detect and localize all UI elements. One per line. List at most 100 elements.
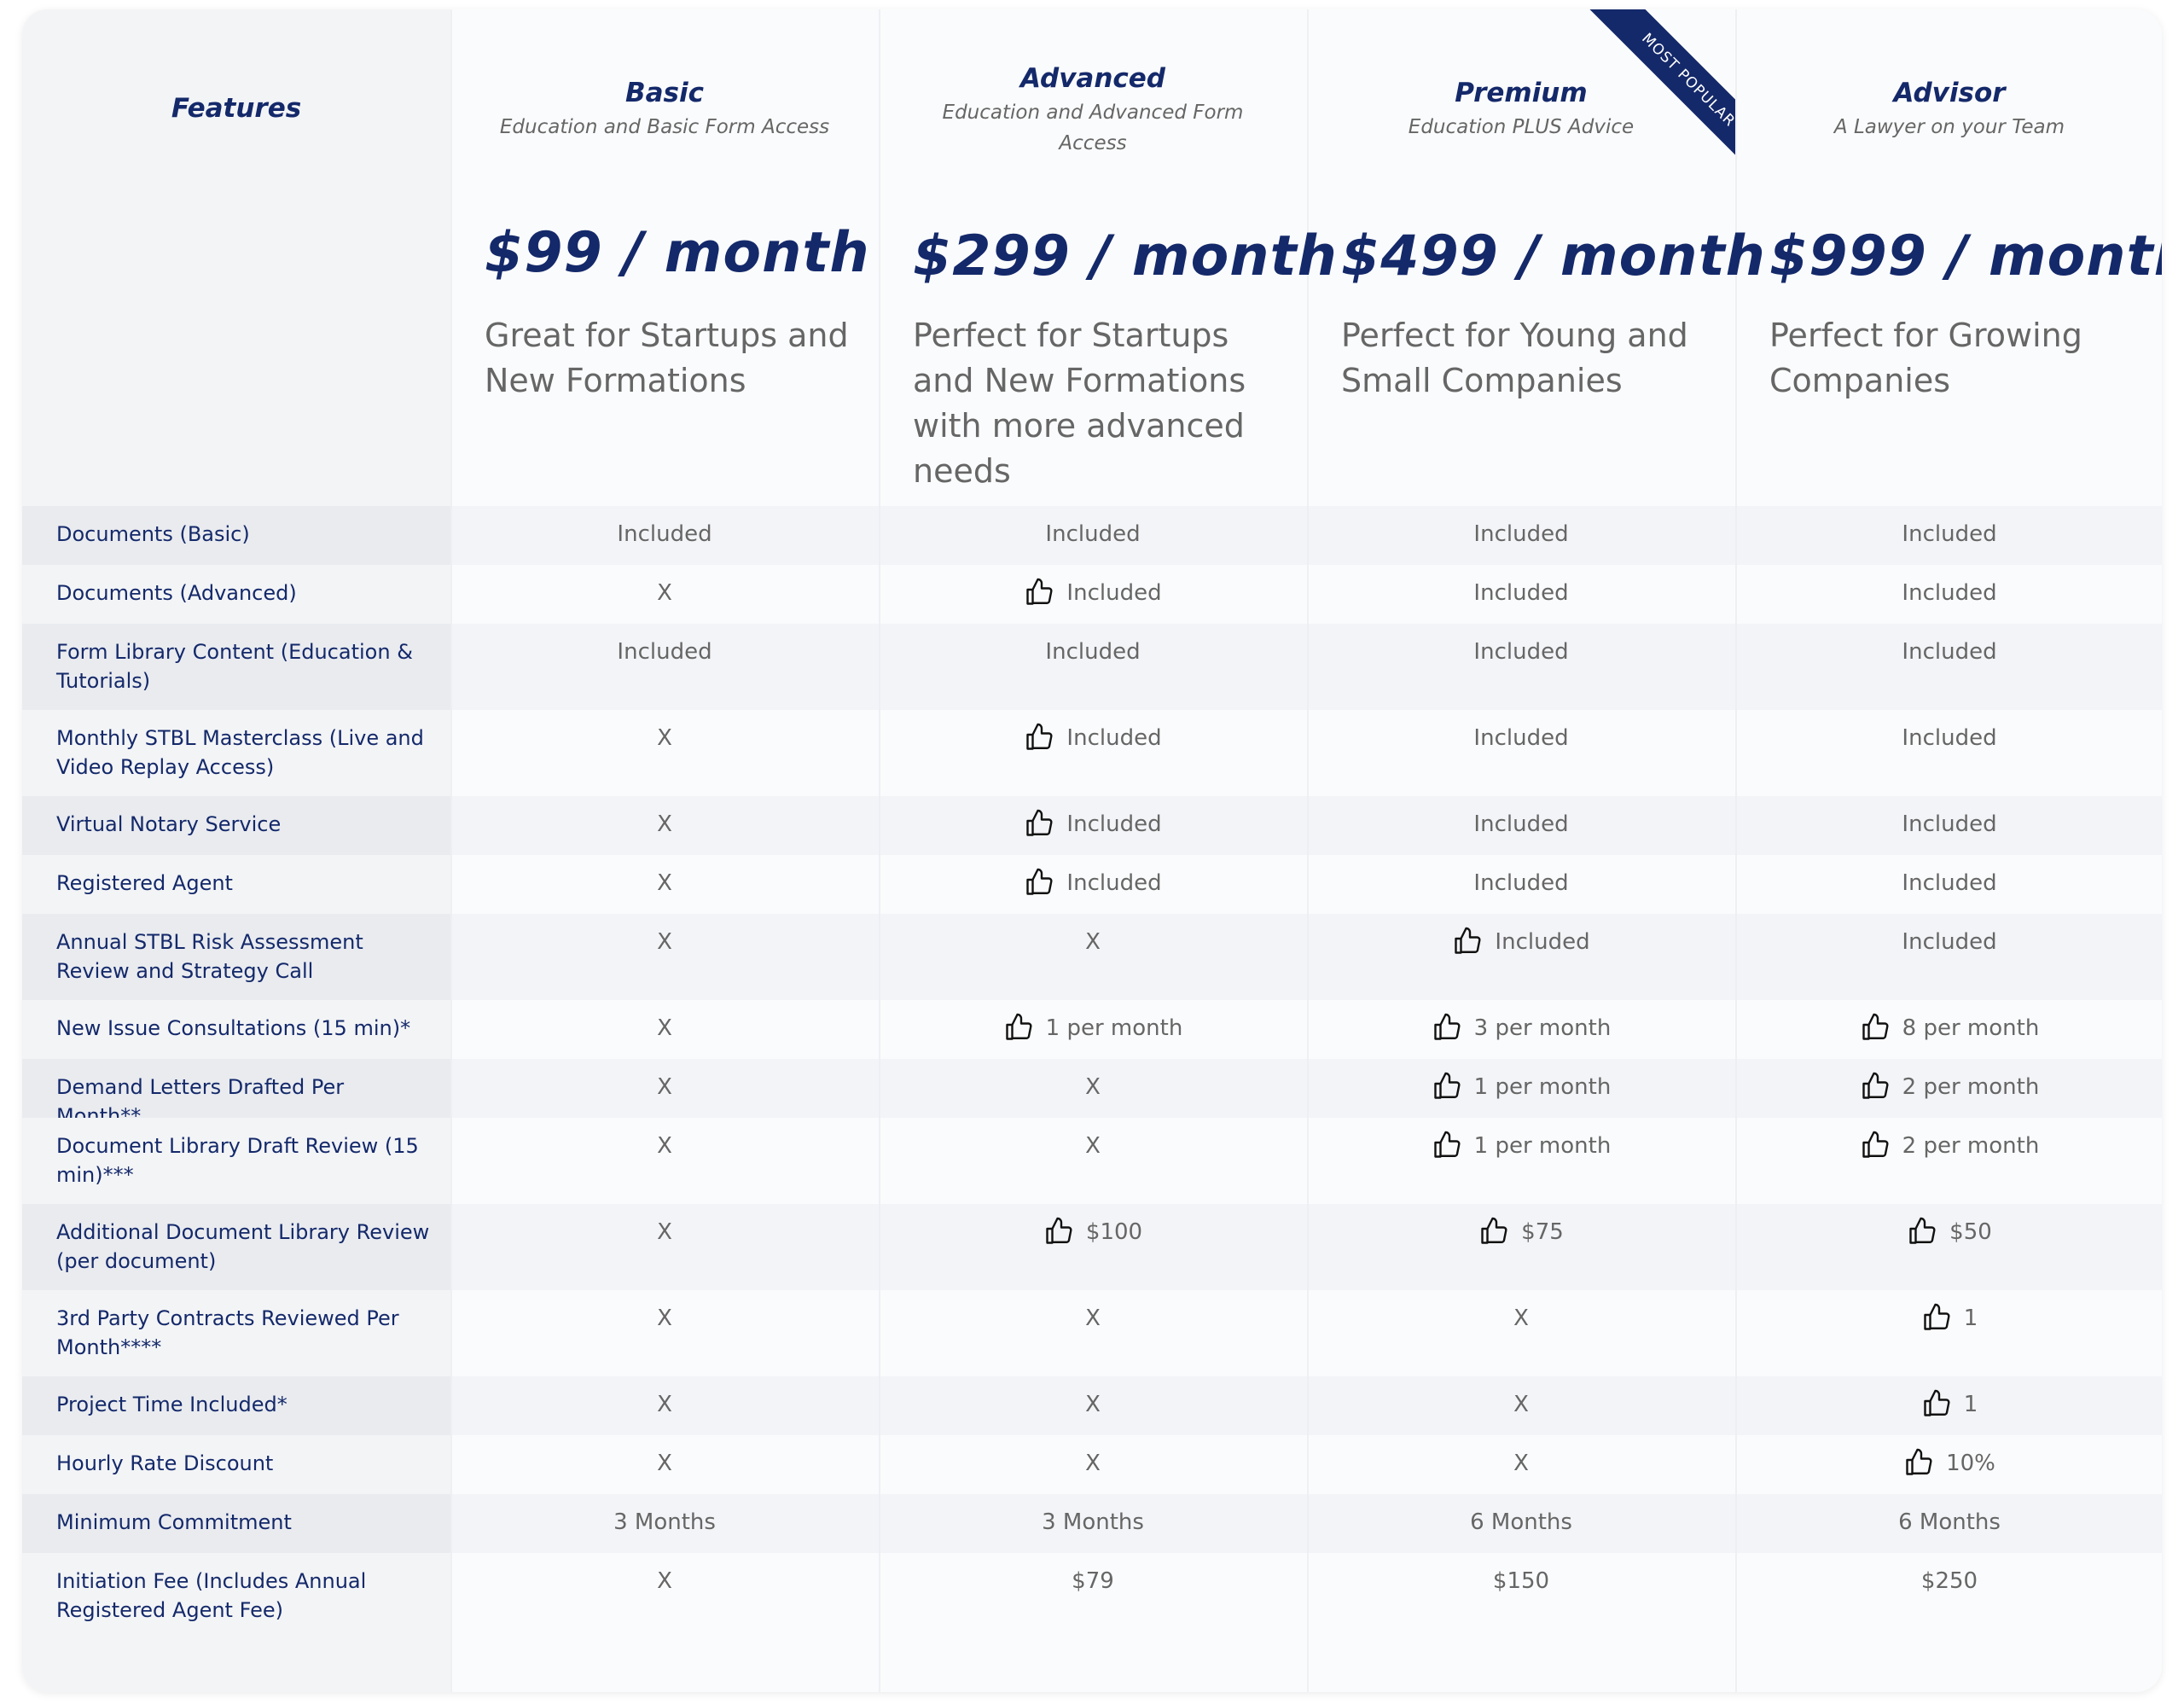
- table-cell: X: [879, 1290, 1307, 1331]
- table-cell: Included: [1307, 796, 1735, 837]
- feature-label: Project Time Included*: [22, 1376, 450, 1435]
- table-cell: 3 Months: [450, 1494, 879, 1535]
- cell-value: X: [657, 1568, 672, 1594]
- cell-value: Included: [1045, 521, 1141, 547]
- thumbs-up-icon: [1921, 1302, 1952, 1333]
- table-cell: Included: [1307, 565, 1735, 606]
- table-cell: Included: [879, 710, 1307, 753]
- cell-value: 3 Months: [1042, 1509, 1144, 1535]
- thumbs-up-icon: [1024, 577, 1054, 608]
- table-row: Virtual Notary Service X Included Included I…: [22, 796, 2162, 855]
- cell-value: X: [657, 1451, 672, 1476]
- cell-value: 1 per month: [1473, 1074, 1612, 1100]
- table-cell: X: [1307, 1376, 1735, 1417]
- cell-value: X: [1513, 1451, 1529, 1476]
- feature-label: Document Library Draft Review (15 min)**…: [22, 1118, 450, 1204]
- table-cell: X: [879, 1118, 1307, 1159]
- cell-value: X: [1085, 1133, 1101, 1159]
- table-row: Documents (Advanced) X Included Included Inc…: [22, 565, 2162, 624]
- table-cell: X: [450, 855, 879, 896]
- table-cell: X: [450, 1204, 879, 1245]
- table-cell: X: [450, 1059, 879, 1100]
- cell-value: Included: [617, 521, 712, 547]
- table-cell: X: [1307, 1290, 1735, 1331]
- feature-label: Form Library Content (Education & Tutori…: [22, 624, 450, 710]
- features-header: Features: [171, 93, 302, 124]
- table-cell: Included: [879, 565, 1307, 608]
- cell-value: $250: [1920, 1568, 1978, 1594]
- table-row: New Issue Consultations (15 min)* X 1 per …: [22, 1000, 2162, 1059]
- cell-value: 1 per month: [1473, 1133, 1612, 1159]
- plan-name: Advisor: [1893, 78, 2006, 108]
- table-cell: $250: [1735, 1553, 2162, 1594]
- thumbs-up-icon: [1432, 1130, 1462, 1160]
- table-cell: X: [450, 710, 879, 751]
- cell-value: X: [1085, 1074, 1101, 1100]
- plan-price: $499 / month: [1341, 224, 1766, 288]
- table-cell: Included: [1735, 624, 2162, 665]
- thumbs-up-icon: [1452, 926, 1483, 957]
- cell-value: X: [657, 870, 672, 896]
- cell-value: Included: [1902, 639, 1997, 665]
- table-cell: Included: [1735, 710, 2162, 751]
- feature-label: Hourly Rate Discount: [22, 1435, 450, 1494]
- table-cell: X: [450, 1000, 879, 1041]
- cell-value: Included: [1902, 870, 1997, 896]
- feature-label: New Issue Consultations (15 min)*: [22, 1000, 450, 1059]
- cell-value: 3 per month: [1473, 1015, 1612, 1041]
- table-cell: 2 per month: [1735, 1118, 2162, 1160]
- cell-value: Included: [1066, 580, 1162, 606]
- feature-label: Additional Document Library Review (per …: [22, 1204, 450, 1290]
- cell-value: $100: [1085, 1219, 1143, 1245]
- thumbs-up-icon: [1432, 1071, 1462, 1102]
- table-row: Document Library Draft Review (15 min)**…: [22, 1118, 2162, 1204]
- table-cell: $150: [1307, 1553, 1735, 1594]
- cell-value: 2 per month: [1902, 1074, 2040, 1100]
- table-cell: Included: [879, 855, 1307, 898]
- feature-rows: Documents (Basic) Included Included Include…: [22, 506, 2162, 1638]
- feature-label: Documents (Basic): [22, 506, 450, 565]
- feature-label: Registered Agent: [22, 855, 450, 914]
- feature-label: Annual STBL Risk Assessment Review and S…: [22, 914, 450, 1000]
- cell-value: Included: [1473, 639, 1569, 665]
- table-cell: Included: [1735, 796, 2162, 837]
- table-row: Annual STBL Risk Assessment Review and S…: [22, 914, 2162, 1000]
- cell-value: 6 Months: [1898, 1509, 2001, 1535]
- feature-label: Documents (Advanced): [22, 565, 450, 624]
- cell-value: Included: [1902, 929, 1997, 955]
- table-row: Project Time Included* X X X 1: [22, 1376, 2162, 1435]
- cell-value: Included: [1473, 811, 1569, 837]
- table-cell: $50: [1735, 1204, 2162, 1247]
- table-row: 3rd Party Contracts Reviewed Per Month**…: [22, 1290, 2162, 1376]
- cell-value: Included: [1066, 870, 1162, 896]
- plan-advanced-header: Advanced Education and Advanced Form Acc…: [879, 9, 1337, 506]
- table-cell: X: [450, 565, 879, 606]
- cell-value: Included: [1066, 811, 1162, 837]
- table-row: Form Library Content (Education & Tutori…: [22, 624, 2162, 710]
- table-cell: Included: [1735, 914, 2162, 955]
- table-cell: 8 per month: [1735, 1000, 2162, 1043]
- table-cell: 10%: [1735, 1435, 2162, 1478]
- cell-value: 1 per month: [1045, 1015, 1183, 1041]
- cell-value: X: [1085, 1306, 1101, 1331]
- cell-value: X: [657, 580, 672, 606]
- cell-value: Included: [1066, 725, 1162, 751]
- table-row: Demand Letters Drafted Per Month** X X 1 pe…: [22, 1059, 2162, 1128]
- table-cell: 1: [1735, 1376, 2162, 1419]
- table-cell: Included: [879, 796, 1307, 839]
- plan-tagline: A Lawyer on your Team: [1833, 116, 2065, 138]
- plan-name: Premium: [1455, 78, 1588, 108]
- cell-value: Included: [1473, 870, 1569, 896]
- plan-advisor-header: Advisor A Lawyer on your Team $999 / mon…: [1735, 9, 2162, 506]
- plan-tagline: Education and Basic Form Access: [499, 116, 830, 138]
- cell-value: Included: [1902, 521, 1997, 547]
- feature-label: Initiation Fee (Includes Annual Register…: [22, 1553, 450, 1638]
- cell-value: X: [657, 1015, 672, 1041]
- feature-label: Minimum Commitment: [22, 1494, 450, 1553]
- thumbs-up-icon: [1024, 722, 1054, 753]
- table-cell: Included: [1735, 506, 2162, 547]
- plan-description: Perfect for Startups and New Formations …: [913, 317, 1246, 490]
- cell-value: X: [1085, 1451, 1101, 1476]
- cell-value: Included: [1495, 929, 1590, 955]
- table-cell: 1: [1735, 1290, 2162, 1333]
